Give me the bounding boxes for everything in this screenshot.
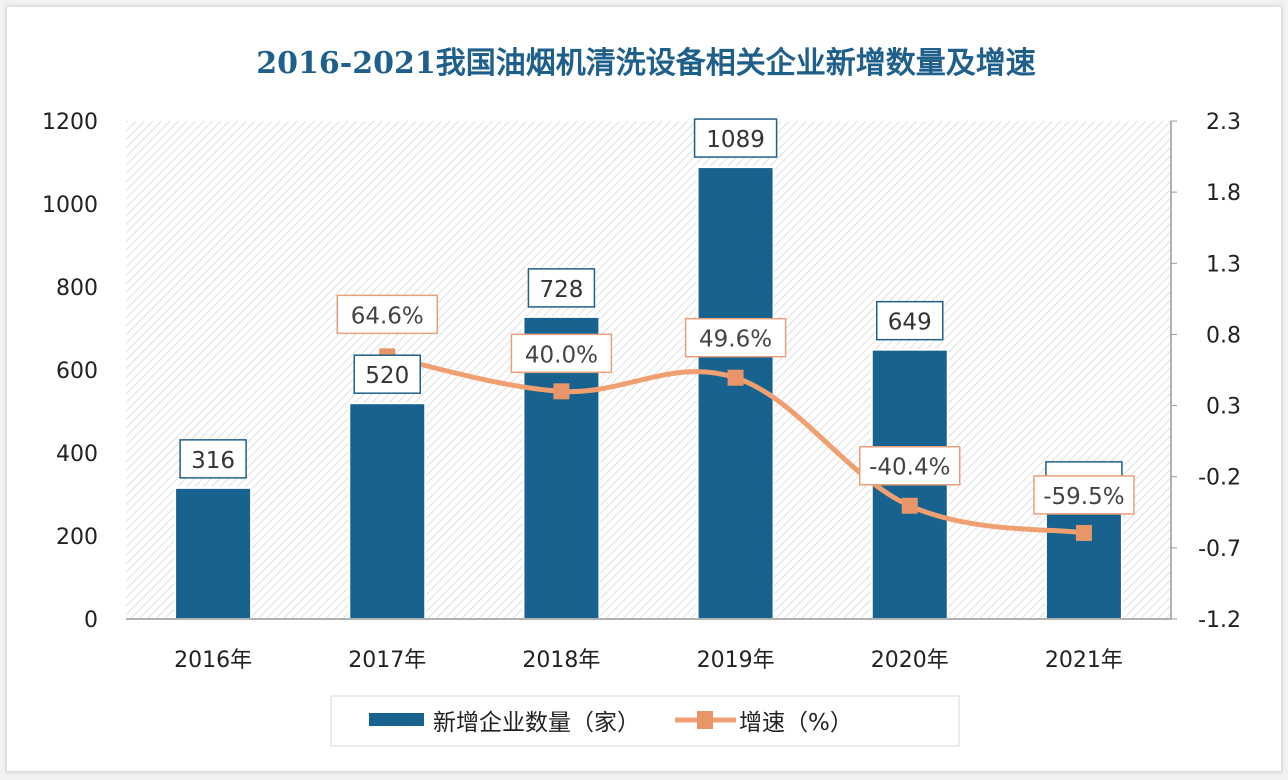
x-tick-label: 2021年 — [1045, 648, 1123, 673]
bar-data-label: 1089 — [693, 118, 778, 158]
bar-2017年 — [348, 402, 427, 621]
growth-data-label-text: 40.0% — [525, 342, 598, 368]
growth-data-label-box — [684, 317, 787, 358]
left-tick-label: 1000 — [42, 193, 98, 218]
bar-data-label: 649 — [876, 300, 944, 341]
axes-group: 0 200 400 600 800 1000 1200 -1.2 -0.7 -0.2 0.3 0.8 1… — [42, 110, 1241, 673]
bar-2016年 — [174, 486, 253, 620]
right-tick-label: 0.8 — [1206, 323, 1241, 348]
right-tick-label: 1.8 — [1206, 181, 1241, 206]
growth-data-label: -40.4% — [859, 445, 961, 486]
bar-data-label-box — [876, 300, 944, 341]
chart-frame: 2016-2021我国油烟机清洗设备相关企业新增数量及增速 316 520 728 1… — [6, 6, 1282, 772]
x-tick-label: 2018年 — [522, 648, 600, 673]
bar-data-label-box — [693, 118, 778, 158]
bar-data-label: 728 — [527, 268, 596, 308]
right-tick-label: 1.3 — [1206, 252, 1241, 277]
growth-data-label-text: -59.5% — [1043, 484, 1124, 510]
growth-data-label: -59.5% — [1033, 475, 1135, 515]
right-tick-label: -0.2 — [1198, 466, 1241, 491]
chart: 2016-2021我国油烟机清洗设备相关企业新增数量及增速 316 520 728 1… — [42, 46, 1241, 747]
growth-marker-2019年 — [727, 369, 744, 386]
growth-marker-2018年 — [553, 383, 570, 400]
legend-marker-line — [697, 711, 713, 729]
bar-2019年 — [696, 166, 775, 620]
left-tick-label: 200 — [56, 525, 98, 550]
bar-data-label-box — [179, 439, 247, 479]
right-tick-label: 0.3 — [1206, 395, 1241, 420]
left-tick-label: 600 — [56, 359, 98, 384]
legend-swatch-bar — [369, 713, 424, 726]
left-tick-label: 400 — [56, 442, 98, 467]
growth-marker-2020年 — [901, 497, 918, 514]
legend-label-line: 增速（%） — [739, 710, 853, 736]
growth-data-label-box — [510, 333, 613, 374]
bar-data-label-text: 520 — [365, 363, 409, 389]
bar-data-label-text: 649 — [888, 310, 932, 336]
labels-group: 316 520 728 1089 649 64.6% 40.0% 49.6% -40.4% -59… — [179, 118, 1135, 515]
right-tick-label: 2.3 — [1206, 110, 1241, 135]
growth-data-label-box — [859, 445, 961, 486]
x-tick-label: 2016年 — [174, 648, 252, 673]
bar-data-label-box — [353, 354, 421, 394]
x-tick-label: 2017年 — [348, 648, 426, 673]
right-tick-label: -0.7 — [1198, 537, 1241, 562]
line-group — [379, 348, 1092, 541]
growth-data-label-box — [336, 294, 438, 335]
growth-data-label-box — [1033, 475, 1135, 515]
growth-data-label: 40.0% — [510, 333, 613, 374]
growth-data-label: 64.6% — [336, 294, 438, 335]
left-tick-label: 1200 — [42, 110, 98, 135]
growth-data-label-text: -40.4% — [869, 455, 950, 481]
bar-data-label: 520 — [353, 354, 421, 394]
bar-data-label-box — [527, 268, 596, 308]
x-tick-label: 2019年 — [697, 648, 775, 673]
legend-box — [330, 695, 960, 747]
plot-background — [126, 121, 1171, 619]
bar-data-label-text: 728 — [539, 277, 583, 303]
bar-data-label-text: 1089 — [706, 127, 765, 153]
bar-data-label: 316 — [179, 439, 247, 479]
chart-title: 2016-2021我国油烟机清洗设备相关企业新增数量及增速 — [256, 46, 1035, 81]
growth-data-label: 49.6% — [684, 317, 787, 358]
right-tick-label: -1.2 — [1198, 608, 1241, 633]
left-tick-label: 0 — [84, 608, 98, 633]
left-tick-label: 800 — [56, 276, 98, 301]
bar-data-label-text: 316 — [191, 448, 235, 474]
legend: 新增企业数量（家） 增速（%） — [330, 695, 960, 747]
growth-marker-2021年 — [1075, 524, 1092, 541]
legend-label-bar: 新增企业数量（家） — [433, 710, 640, 736]
growth-data-label-text: 64.6% — [351, 303, 424, 329]
x-tick-label: 2020年 — [871, 648, 949, 673]
growth-data-label-text: 49.6% — [699, 327, 772, 353]
